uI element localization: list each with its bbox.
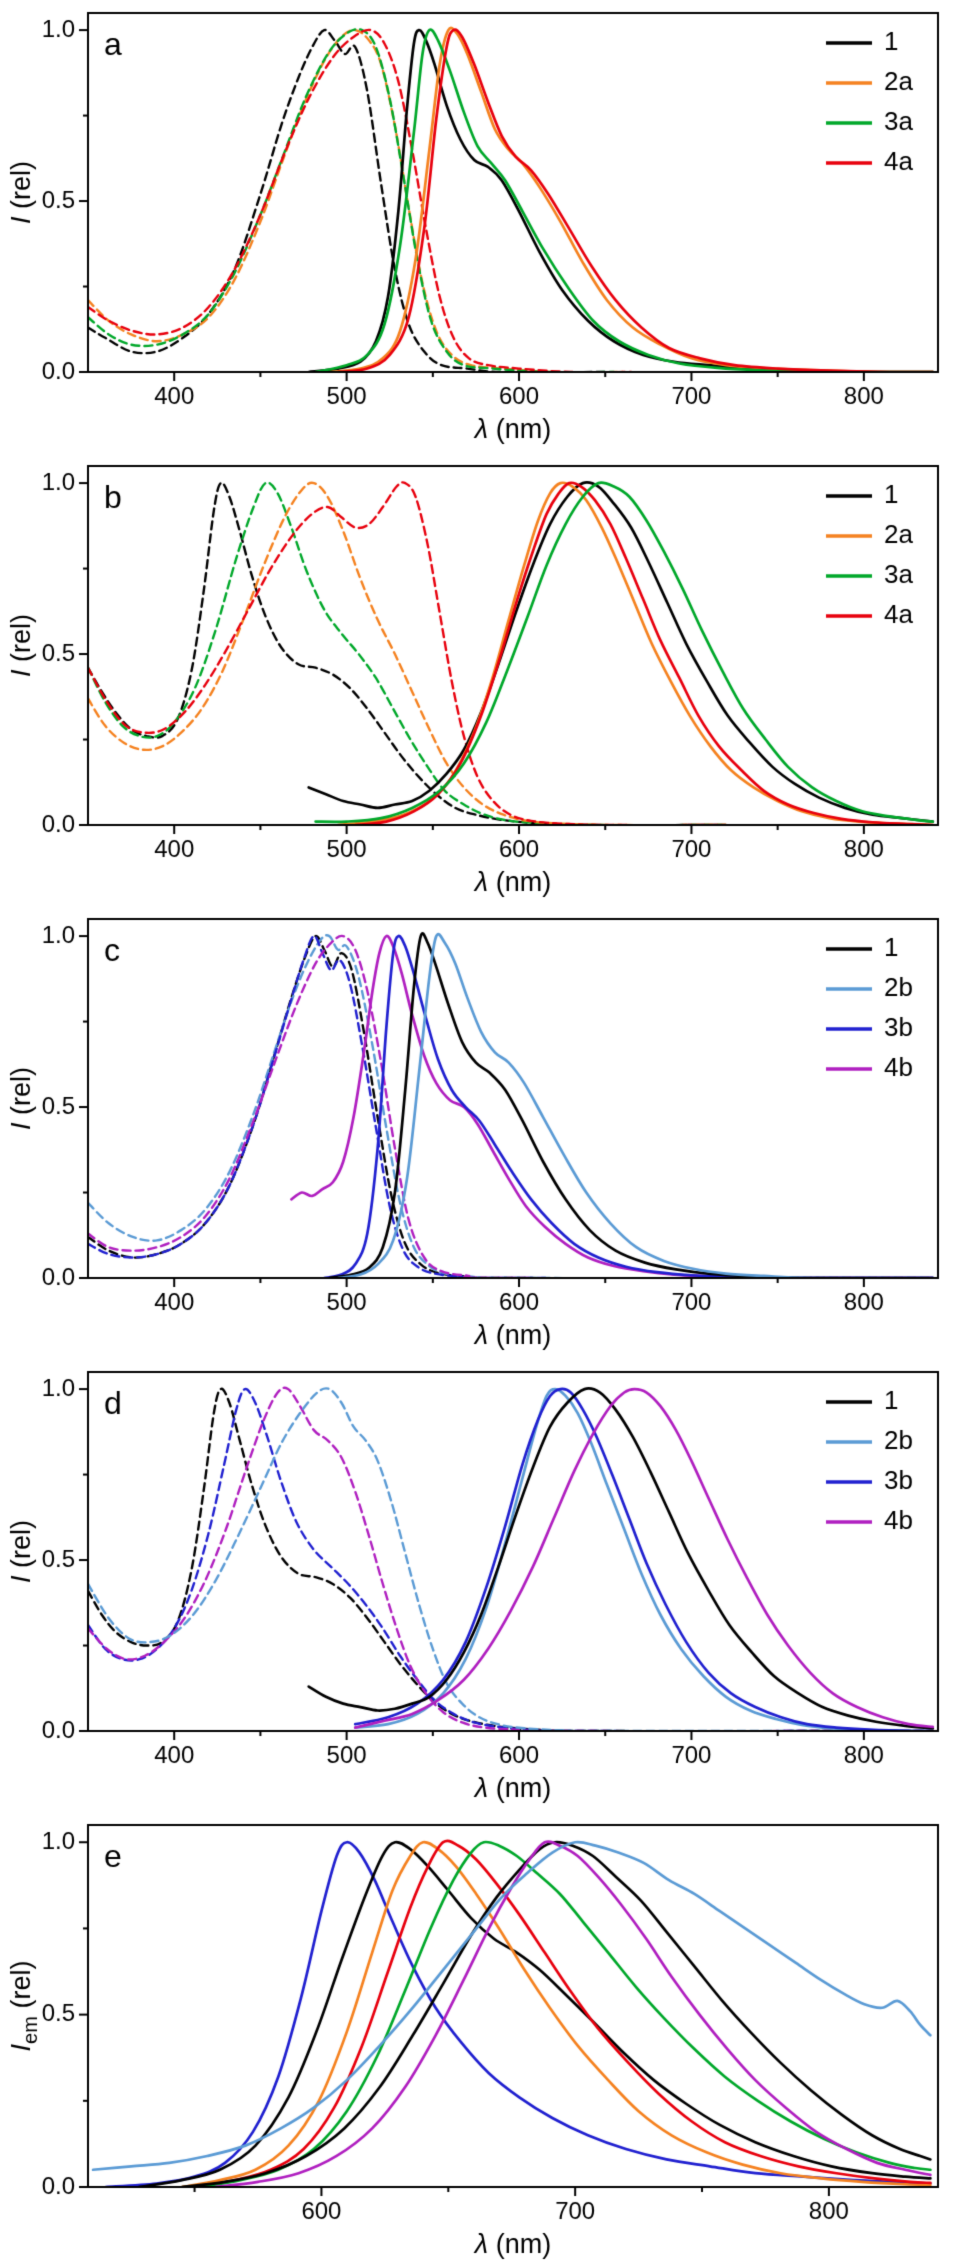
panel-e-chart [0,1812,969,2268]
panel-b-chart [0,453,969,906]
panel-c-chart [0,906,969,1359]
panel-d-chart [0,1359,969,1812]
panel-e [0,1812,969,2268]
panel-c [0,906,969,1359]
panel-a [0,0,969,453]
panel-a-chart [0,0,969,453]
panel-d [0,1359,969,1812]
panel-b [0,453,969,906]
